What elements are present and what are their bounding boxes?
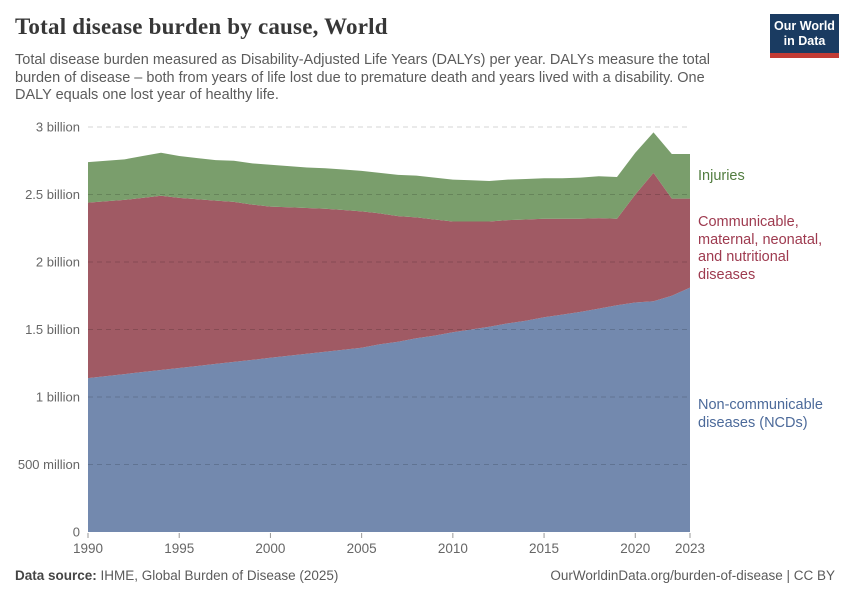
y-axis-tick-label: 1.5 billion [25,322,80,337]
x-axis-tick-label: 2015 [529,541,559,556]
y-axis-tick-label: 0 [73,525,80,540]
chart-subtitle: Total disease burden measured as Disabil… [15,52,735,105]
x-axis-tick-label: 2010 [438,541,468,556]
data-source-label: Data source: [15,568,97,583]
series-label-injuries: Injuries [698,168,745,184]
x-axis-tick-label: 2020 [620,541,650,556]
stacked-area-chart[interactable]: 0 500 million 1 billion 1.5 billion 2 billio… [0,110,850,570]
x-axis-tick-label: 2000 [255,541,285,556]
data-source-value: IHME, Global Burden of Disease (2025) [96,568,339,583]
x-axis-tick-label: 1990 [73,541,103,556]
y-axis-tick-label: 500 million [18,457,80,472]
owid-logo-line-2: in Data [783,34,826,48]
x-axis-tick-label: 2005 [347,541,377,556]
owid-logo-line-1: Our World [774,19,835,33]
x-axis-tick-label: 1995 [164,541,194,556]
data-source: Data source: IHME, Global Burden of Dise… [15,568,338,583]
area-cmnn[interactable] [88,172,690,379]
area-ncd[interactable] [88,287,690,532]
footer-url: OurWorldinData.org/burden-of-disease | C… [550,568,835,583]
series-label-communicable: Communicable, maternal, neonatal, and nu… [698,214,823,283]
owid-logo[interactable]: Our World in Data [770,14,839,58]
y-axis-tick-label: 2.5 billion [25,187,80,202]
series-label-ncd: Non-communicable diseases (NCDs) [698,397,823,431]
subtitle-line-1: Total disease burden measured as Disabil… [15,52,711,68]
y-axis-tick-label: 1 billion [36,390,80,405]
area-injuries[interactable] [88,132,690,222]
x-axis-tick-label: 2023 [675,541,705,556]
subtitle-line-3: DALY equals one lost year of healthy lif… [15,87,279,103]
subtitle-line-2: burden of disease – both from years of l… [15,69,705,86]
y-axis-tick-label: 3 billion [36,120,80,135]
page-title: Total disease burden by cause, World [15,14,388,39]
y-axis-tick-label: 2 billion [36,255,80,270]
